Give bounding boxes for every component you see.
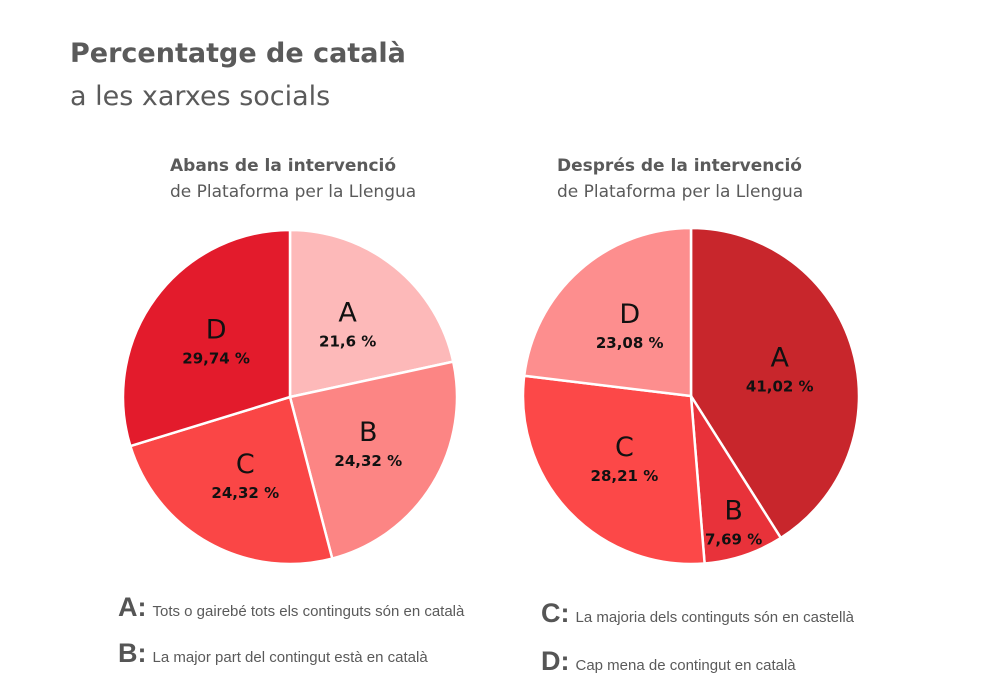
- slice-category-label: C: [615, 432, 634, 463]
- pie-slice-d: [522, 226, 693, 398]
- pie-after-subtitle: de Plataforma per la Llengua: [557, 182, 804, 202]
- slice-category-label: C: [236, 449, 255, 480]
- pie-before-title: Abans de la intervenció: [170, 156, 397, 176]
- pie-before-subtitle: de Plataforma per la Llengua: [170, 182, 417, 202]
- pie-after: A 41,02 % B 7,69 % C 28,21 % D 23,08 %: [521, 226, 861, 566]
- legend-item-d: D: Cap mena de contingut en català: [541, 646, 796, 677]
- pie-after-heading: Després de la intervenció de Plataforma …: [557, 153, 803, 205]
- pie-slice-b: [288, 360, 459, 561]
- chart-title: Percentatge de català: [70, 38, 406, 69]
- slice-category-label: B: [359, 417, 378, 448]
- slice-category-label: A: [338, 298, 357, 329]
- legend-text: Cap mena de contingut en català: [575, 657, 796, 674]
- slice-value-label: 41,02 %: [746, 377, 814, 395]
- slice-value-label: 24,32 %: [211, 484, 279, 502]
- legend-item-c: C: La majoria dels continguts són en cas…: [541, 598, 854, 629]
- legend-item-a: A: Tots o gairebé tots els continguts só…: [118, 592, 464, 623]
- slice-category-label: B: [724, 495, 743, 526]
- slice-category-label: A: [771, 342, 790, 373]
- chart-subtitle: a les xarxes socials: [70, 81, 331, 112]
- pie-slice-c: [521, 374, 706, 566]
- slice-value-label: 23,08 %: [596, 334, 664, 352]
- pie-slice-a: [288, 228, 455, 399]
- slice-category-label: D: [206, 314, 227, 345]
- slice-value-label: 29,74 %: [182, 349, 250, 367]
- pie-slice-c: [128, 395, 334, 566]
- pie-before-heading: Abans de la intervenció de Plataforma pe…: [170, 153, 416, 205]
- legend-text: La major part del contingut està en cata…: [152, 649, 428, 666]
- slice-value-label: 21,6 %: [319, 333, 376, 351]
- legend-item-b: B: La major part del contingut està en c…: [118, 638, 428, 669]
- slice-category-label: D: [619, 299, 640, 330]
- legend-key: A:: [118, 592, 147, 622]
- legend-key: B:: [118, 638, 147, 668]
- legend-text: Tots o gairebé tots els continguts són e…: [152, 603, 465, 620]
- pie-after-title: Després de la intervenció: [557, 156, 802, 176]
- pie-before: A 21,6 % B 24,32 % C 24,32 % D 29,74 %: [121, 228, 459, 566]
- pie-slice-d: [121, 228, 292, 448]
- legend-text: La majoria dels continguts són en castel…: [575, 609, 855, 626]
- legend-key: C:: [541, 598, 570, 628]
- legend-key: D:: [541, 646, 570, 676]
- slice-value-label: 28,21 %: [591, 467, 659, 485]
- slice-value-label: 7,69 %: [705, 530, 762, 548]
- slice-value-label: 24,32 %: [334, 452, 402, 470]
